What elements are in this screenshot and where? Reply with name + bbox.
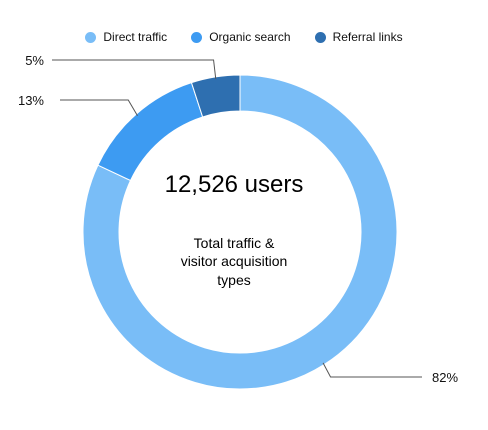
slice-direct-traffic (82, 74, 398, 390)
slice-referral-links (190, 74, 241, 118)
leader-line-direct-traffic (322, 362, 422, 378)
percent-label-organic-search: 13% (18, 93, 44, 108)
donut-slices (82, 74, 398, 390)
legend-swatch-direct-traffic (85, 31, 97, 43)
slice-organic-search (97, 82, 204, 182)
legend-label-direct-traffic: Direct traffic (103, 30, 168, 44)
legend-swatch-organic-search (191, 31, 203, 43)
percent-label-direct-traffic: 82% (432, 370, 458, 385)
legend: Direct traffic Organic search Referral l… (0, 30, 488, 44)
leader-line-organic-search (60, 99, 138, 116)
leader-line-referral-links (52, 59, 217, 79)
center-total-users: 12,526 users (165, 171, 304, 198)
center-caption-line-2: visitor acquisition (181, 253, 288, 269)
percent-labels: 82% 13% 5% (18, 53, 458, 385)
legend-label-organic-search: Organic search (209, 30, 291, 44)
legend-item-direct-traffic: Direct traffic (85, 30, 167, 44)
legend-label-referral-links: Referral links (332, 30, 403, 44)
legend-item-organic-search: Organic search (191, 30, 291, 44)
leader-lines (52, 59, 422, 378)
legend-item-referral-links: Referral links (314, 30, 403, 44)
percent-label-referral-links: 5% (25, 53, 44, 68)
center-caption-line-3: types (217, 272, 250, 288)
center-caption-line-1: Total traffic & (194, 235, 275, 251)
legend-swatch-referral-links (314, 31, 326, 43)
